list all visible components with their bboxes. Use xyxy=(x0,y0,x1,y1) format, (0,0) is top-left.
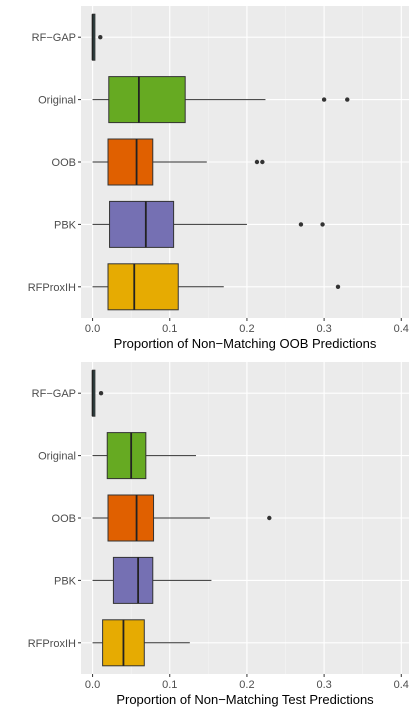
outlier-point xyxy=(321,97,327,102)
box-iqr xyxy=(108,76,186,124)
y-tick-label: RFProxIH xyxy=(28,638,76,650)
box-iqr xyxy=(107,263,179,311)
box-iqr xyxy=(109,200,175,248)
outlier-point xyxy=(335,284,341,289)
x-tick-label: 0.0 xyxy=(85,323,100,335)
bottom-boxplot-panel: RF−GAP Original OOB PBK RFProxIH 0.0 0.1 0.2 0.3… xyxy=(28,362,409,707)
outlier-point xyxy=(298,222,304,227)
y-tick-label: OOB xyxy=(52,157,76,169)
y-tick-label: OOB xyxy=(52,513,76,525)
x-tick-label: 0.0 xyxy=(85,679,100,691)
outlier-point xyxy=(320,222,325,227)
y-tick-label: Original xyxy=(38,95,76,107)
x-tick-label: 0.2 xyxy=(239,679,254,691)
box-original xyxy=(92,432,196,480)
y-tick-label: RF−GAP xyxy=(32,32,76,44)
outlier-point xyxy=(345,97,350,102)
box-pbk xyxy=(92,556,212,604)
outlier-point xyxy=(254,159,260,165)
box-iqr xyxy=(107,494,155,542)
x-tick-label: 0.3 xyxy=(316,679,331,691)
outlier-point xyxy=(267,515,272,521)
x-axis-title: Proportion of Non−Matching OOB Predictio… xyxy=(114,336,377,351)
y-tick-label: RFProxIH xyxy=(28,282,76,294)
box-rf-gap xyxy=(91,13,103,61)
outlier-point xyxy=(260,159,265,165)
x-tick-label: 0.1 xyxy=(162,679,177,691)
y-tick-label: PBK xyxy=(54,575,77,587)
y-tick-label: PBK xyxy=(54,219,77,231)
box-pbk xyxy=(92,200,325,248)
outlier-point xyxy=(98,35,103,40)
x-tick-label: 0.4 xyxy=(394,679,409,691)
box-iqr xyxy=(107,138,154,186)
x-tick-label: 0.2 xyxy=(239,323,254,335)
box-rf-gap xyxy=(91,369,104,417)
x-tick-label: 0.3 xyxy=(316,323,331,335)
outlier-point xyxy=(98,391,104,396)
box-iqr xyxy=(106,432,147,480)
box-original xyxy=(92,76,350,124)
y-tick-label: Original xyxy=(38,451,76,463)
x-tick-label: 0.1 xyxy=(162,323,177,335)
box-rfproxih xyxy=(92,263,341,311)
x-axis-title: Proportion of Non−Matching Test Predicti… xyxy=(116,692,374,707)
x-tick-label: 0.4 xyxy=(394,323,409,335)
box-iqr xyxy=(112,556,154,604)
top-boxplot-panel: RF−GAP Original OOB PBK RFProxIH 0.0 0.1 0.2 0.3… xyxy=(28,6,409,351)
box-oob xyxy=(92,138,265,186)
box-rfproxih xyxy=(92,619,190,667)
box-oob xyxy=(92,494,272,542)
y-tick-label: RF−GAP xyxy=(32,388,76,400)
